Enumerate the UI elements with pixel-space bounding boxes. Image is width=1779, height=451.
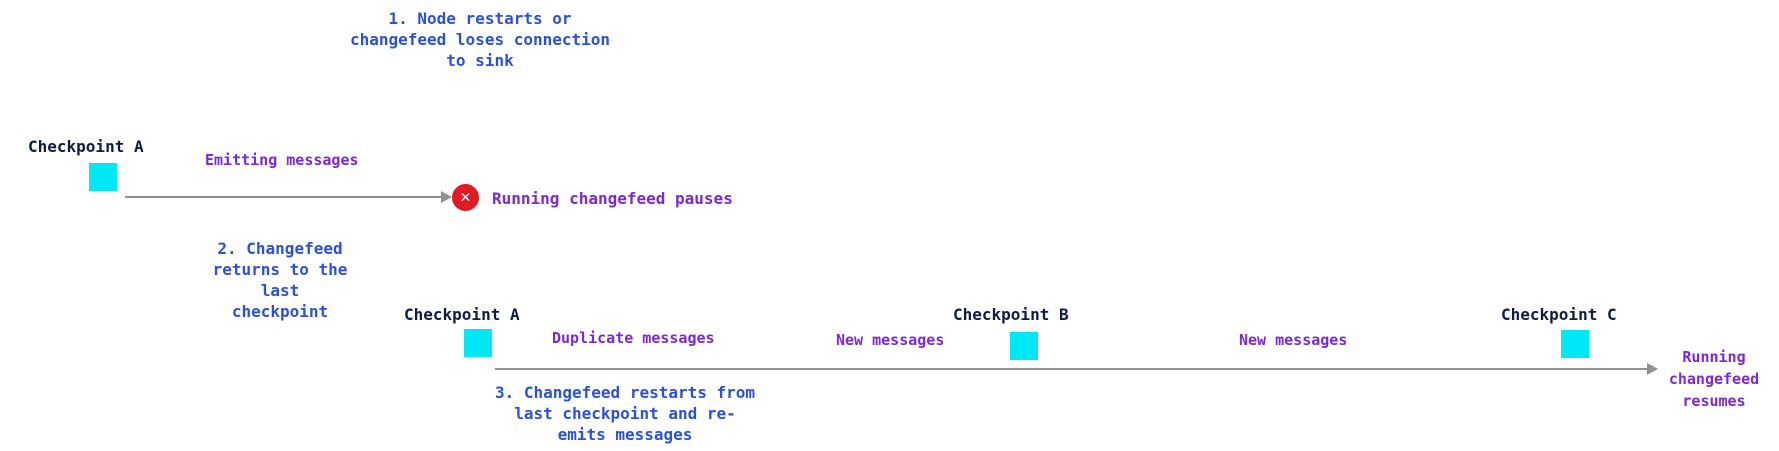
emitting-messages-label: Emitting messages (205, 151, 359, 169)
timeline2-arrow-line (495, 368, 1647, 370)
checkpoint-c-label: Checkpoint C (1501, 305, 1617, 324)
new-messages-label-2: New messages (1239, 331, 1348, 349)
running-changefeed-pauses-label: Running changefeed pauses (492, 189, 733, 208)
checkpoint-a-label-2: Checkpoint A (404, 305, 520, 324)
checkpoint-a-label-1: Checkpoint A (28, 137, 144, 156)
duplicate-messages-label: Duplicate messages (552, 329, 715, 347)
running-changefeed-resumes-label: Running changefeed resumes (1668, 348, 1760, 410)
step2-annotation: 2. Changefeed returns to the last checkp… (212, 239, 348, 321)
step3-annotation: 3. Changefeed restarts from last checkpo… (494, 383, 756, 444)
pause-x-glyph: ✕ (460, 187, 471, 207)
step1-annotation: 1. Node restarts or changefeed loses con… (349, 9, 611, 70)
timeline1-arrow-head (441, 191, 452, 203)
timeline2-arrow-head (1647, 363, 1658, 375)
checkpoint-a-marker-2 (464, 329, 492, 357)
checkpoint-b-marker (1010, 332, 1038, 360)
timeline1-arrow-line (125, 196, 443, 198)
new-messages-label-1: New messages (836, 331, 945, 349)
changefeed-pause-icon: ✕ (452, 184, 479, 211)
checkpoint-b-label: Checkpoint B (953, 305, 1069, 324)
checkpoint-a-marker-1 (89, 163, 117, 191)
checkpoint-c-marker (1561, 330, 1589, 358)
